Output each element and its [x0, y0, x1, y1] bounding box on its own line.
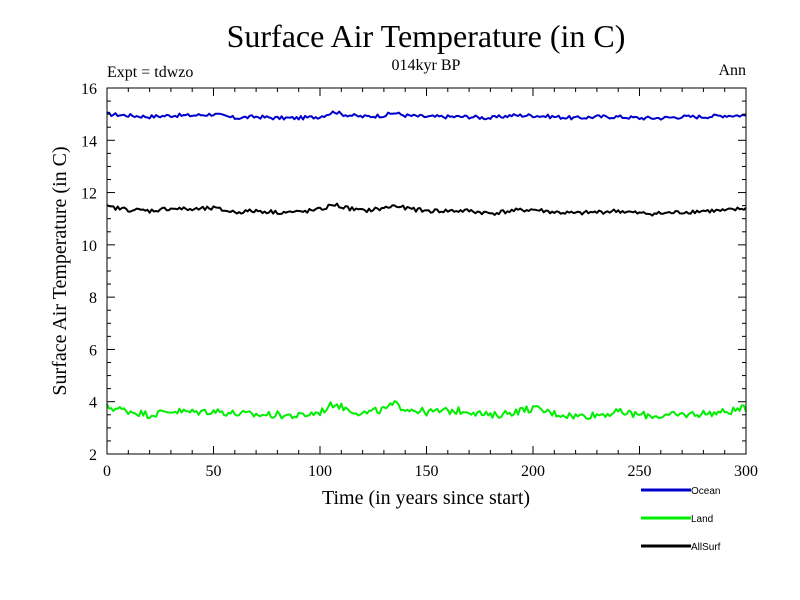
- season-label: Ann: [718, 62, 746, 79]
- y-tick-label: 16: [81, 81, 97, 98]
- y-tick-labels: 2 4 6 8 10 12 14 16: [81, 81, 97, 464]
- y-tick-label: 6: [89, 342, 97, 359]
- series-line-ocean: [107, 110, 747, 121]
- chart-title: Surface Air Temperature (in C): [227, 18, 626, 54]
- series-layer: [106, 110, 747, 420]
- chart-subtitle: 014kyr BP: [392, 57, 461, 74]
- x-tick-label: 250: [628, 463, 652, 480]
- ticks-layer: [106, 87, 747, 455]
- x-tick-label: 200: [521, 463, 545, 480]
- series-line-allsurf: [106, 202, 747, 217]
- legend-label-allsurf: AllSurf: [691, 542, 721, 553]
- legend-label-land: Land: [691, 514, 713, 525]
- plot-frame: [106, 87, 747, 455]
- x-tick-label: 100: [308, 463, 332, 480]
- y-axis-label: Surface Air Temperature (in C): [49, 146, 71, 395]
- x-tick-label: 0: [103, 463, 111, 480]
- x-tick-labels: 0 50 100 150 200 250 300: [103, 463, 758, 480]
- legend: Ocean Land AllSurf: [641, 486, 721, 553]
- y-tick-label: 14: [81, 133, 97, 150]
- experiment-label: Expt = tdwzo: [107, 64, 193, 81]
- x-axis-label: Time (in years since start): [322, 487, 530, 509]
- y-tick-label: 2: [89, 447, 97, 464]
- y-tick-label: 12: [81, 186, 97, 203]
- y-tick-label: 4: [89, 395, 97, 412]
- x-tick-label: 300: [734, 463, 758, 480]
- x-tick-label: 150: [415, 463, 439, 480]
- legend-label-ocean: Ocean: [691, 486, 720, 497]
- series-line-land: [106, 400, 747, 420]
- y-tick-label: 10: [81, 238, 97, 255]
- y-tick-label: 8: [89, 290, 97, 307]
- x-tick-label: 50: [206, 463, 222, 480]
